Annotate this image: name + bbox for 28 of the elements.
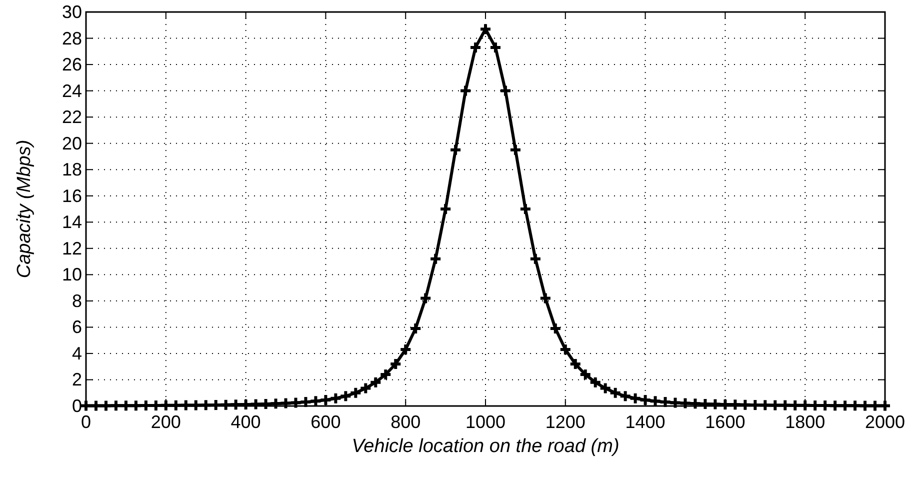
y-tick-label: 28: [62, 28, 82, 48]
y-tick-label: 8: [72, 290, 82, 311]
y-tick-label: 30: [62, 2, 82, 22]
x-tick-label: 1800: [785, 412, 826, 432]
y-tick-label: 22: [62, 107, 82, 128]
y-tick-label: 14: [62, 212, 82, 232]
y-tick-label: 18: [62, 160, 82, 180]
x-tick-label: 800: [390, 412, 421, 432]
x-axis-title: Vehicle location on the road (m): [352, 436, 620, 457]
y-tick-label: 6: [72, 317, 82, 338]
x-tick-label: 400: [230, 412, 261, 432]
x-tick-label: 200: [150, 412, 181, 432]
y-tick-label: 16: [62, 186, 82, 206]
y-tick-label: 12: [62, 238, 82, 258]
x-tick-label: 1000: [465, 412, 506, 432]
y-tick-label: 20: [62, 133, 82, 154]
y-tick-label: 4: [72, 343, 82, 364]
x-tick-label: 1200: [545, 412, 586, 432]
x-tick-label: 1400: [625, 412, 666, 432]
x-tick-label: 2000: [864, 412, 906, 432]
y-tick-label: 0: [72, 396, 82, 416]
x-tick-label: 600: [310, 412, 341, 432]
x-tick-label: 1600: [705, 412, 746, 432]
y-tick-label: 2: [72, 370, 82, 390]
y-tick-label: 10: [62, 264, 82, 285]
y-axis-title: Capacity (Mbps): [14, 140, 35, 278]
y-tick-label: 24: [62, 80, 82, 101]
y-tick-label: 26: [62, 54, 82, 75]
